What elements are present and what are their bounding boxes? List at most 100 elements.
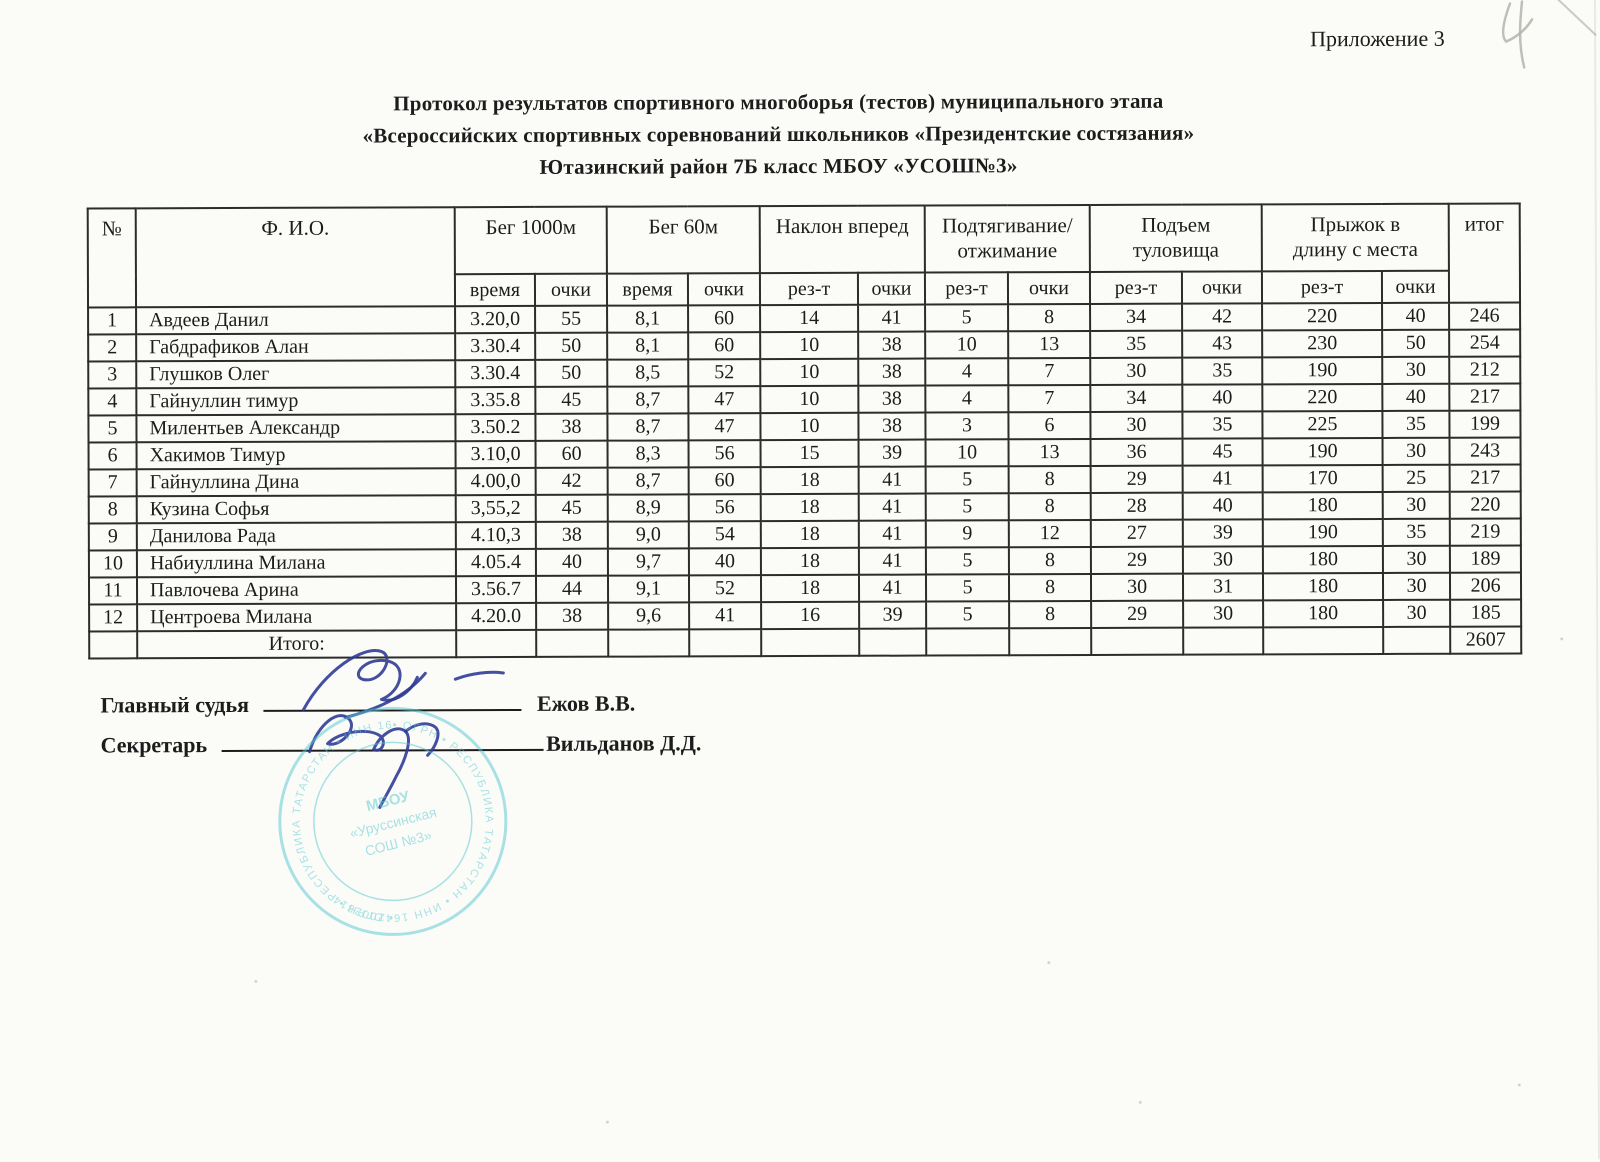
score-cell: 28 (1090, 492, 1183, 520)
score-cell: 3.30.4 (455, 332, 536, 361)
score-cell: 18 (761, 574, 860, 603)
empty-cell (89, 631, 138, 659)
header-pullups-line1: Подтягивание/ (941, 213, 1073, 238)
score-cell: 190 (1262, 356, 1383, 385)
score-cell: 190 (1262, 518, 1383, 547)
subheader-points: очки (857, 272, 926, 305)
score-cell: 50 (535, 359, 608, 387)
scan-speck (1138, 1100, 1142, 1104)
empty-cell (926, 628, 1010, 656)
score-cell: 60 (688, 332, 761, 360)
title-line-3: Ютазинский район 7Б класс МБОУ «УСОШ№3» (539, 153, 1018, 179)
score-cell: 246 (1449, 302, 1521, 330)
score-cell: 29 (1090, 465, 1183, 493)
athlete-name-cell: Центроева Милана (137, 603, 457, 632)
score-cell: 13 (1008, 330, 1091, 359)
empty-cell (859, 628, 927, 656)
score-cell: 35 (1090, 330, 1183, 358)
athlete-name-cell: Гайнуллин тимур (136, 387, 456, 416)
header-total: итог (1448, 203, 1521, 303)
header-run60: Бег 60м (606, 206, 760, 274)
score-cell: 35 (1382, 518, 1450, 546)
score-cell: 10 (760, 331, 859, 360)
score-cell: 13 (1008, 438, 1091, 467)
stamp-center-line-3: СОШ №3» (363, 827, 433, 859)
judge-name: Ежов В.В. (536, 690, 636, 716)
subheader-points: очки (1007, 271, 1091, 305)
score-cell: 41 (689, 602, 762, 630)
score-cell: 41 (1182, 465, 1263, 493)
score-cell: 38 (858, 331, 926, 359)
row-number-cell: 8 (88, 496, 137, 524)
header-run60-line1: Бег 60м (648, 214, 719, 239)
row-number-cell: 10 (88, 550, 137, 578)
athlete-name-cell: Кузина Софья (136, 495, 456, 524)
score-cell: 8,5 (607, 359, 689, 387)
score-cell: 40 (1182, 384, 1263, 412)
score-cell: 8,7 (607, 413, 689, 441)
score-cell: 50 (1382, 329, 1450, 357)
totals-row: Итого: 2607 (89, 626, 1522, 659)
score-cell: 30 (1091, 573, 1184, 601)
score-cell: 180 (1262, 545, 1384, 574)
score-cell: 60 (535, 440, 608, 468)
score-cell: 25 (1382, 464, 1450, 492)
athlete-name-cell: Милентьев Александр (136, 414, 456, 443)
score-cell: 4.05.4 (455, 548, 536, 577)
athlete-name-cell: Хакимов Тимур (136, 441, 456, 470)
score-cell: 42 (1182, 303, 1263, 331)
subheader-time: время (454, 273, 536, 307)
score-cell: 189 (1449, 545, 1522, 573)
row-number-cell: 4 (88, 388, 137, 416)
score-cell: 185 (1450, 599, 1522, 627)
score-cell: 219 (1449, 518, 1521, 546)
secretary-role-label: Секретарь (100, 732, 208, 758)
row-number-cell: 3 (88, 361, 137, 389)
score-cell: 42 (535, 467, 608, 495)
score-cell: 27 (1090, 519, 1183, 547)
stamp-center-line-1: МБОУ (364, 788, 411, 815)
score-cell: 38 (858, 358, 926, 386)
row-number-cell: 5 (88, 415, 137, 443)
header-situps: Подъем туловища (1089, 204, 1262, 272)
athlete-name-cell: Глушков Олег (136, 360, 456, 389)
totals-label-cell: Итого: (137, 630, 457, 659)
score-cell: 31 (1183, 573, 1264, 601)
score-cell: 45 (1182, 438, 1263, 466)
score-cell: 5 (925, 304, 1009, 332)
empty-cell (536, 629, 609, 657)
score-cell: 34 (1090, 303, 1183, 331)
header-run1000-line1: Бег 1000м (485, 214, 577, 240)
score-cell: 39 (1182, 519, 1263, 547)
header-pullups: Подтягивание/отжимание (924, 204, 1090, 273)
score-cell: 38 (535, 413, 608, 441)
score-cell: 4.20.0 (456, 602, 537, 631)
score-cell: 3.50.2 (455, 413, 536, 442)
score-cell: 56 (688, 494, 761, 522)
score-cell: 52 (688, 359, 761, 387)
score-cell: 5 (925, 466, 1009, 494)
score-cell: 18 (760, 520, 859, 549)
score-cell: 44 (535, 575, 609, 603)
subheader-points: очки (534, 273, 608, 306)
score-cell: 9,0 (607, 521, 689, 549)
score-cell: 14 (760, 304, 859, 333)
score-cell: 30 (1090, 411, 1183, 439)
athlete-name-cell: Авдеев Данил (136, 306, 456, 335)
score-cell: 60 (688, 467, 761, 495)
athlete-name-cell: Данилова Рада (136, 522, 456, 551)
athlete-name-cell: Набиуллина Милана (136, 549, 456, 578)
subheader-result: рез-т (924, 272, 1009, 305)
score-cell: 18 (760, 493, 859, 522)
score-cell: 30 (1182, 546, 1264, 574)
score-cell: 55 (535, 305, 608, 333)
scan-speck (1047, 961, 1051, 965)
score-cell: 35 (1182, 411, 1263, 439)
header-longjump-line1: Прыжок в (1310, 211, 1401, 237)
score-cell: 8,7 (607, 467, 689, 495)
score-cell: 35 (1382, 410, 1450, 438)
header-longjump-line2: длину с места (1292, 236, 1419, 262)
subheader-result: рез-т (759, 272, 859, 306)
score-cell: 3 (925, 412, 1009, 440)
header-bend-line1: Наклон вперед (775, 213, 909, 239)
